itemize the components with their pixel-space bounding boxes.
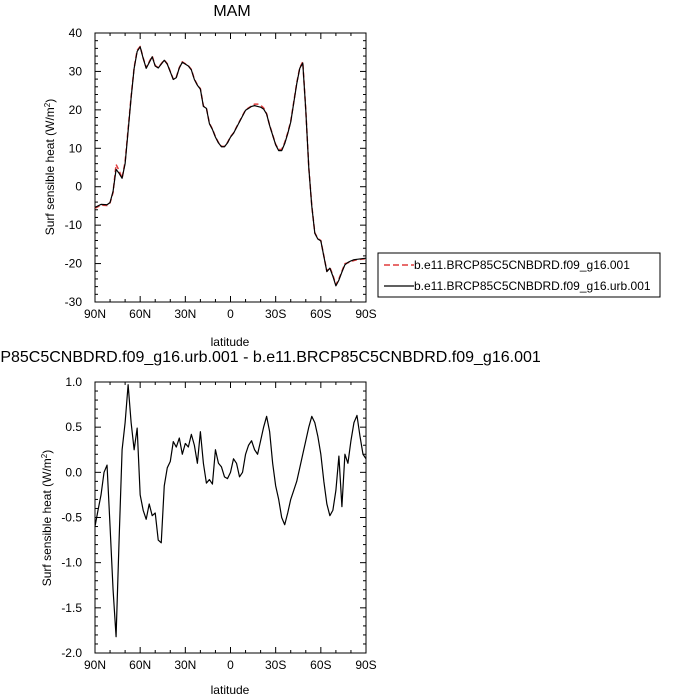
top-x-tick-label: 60N bbox=[129, 307, 151, 321]
top-y-tick-label: 10 bbox=[69, 141, 83, 155]
top-x-axis-label: latitude bbox=[211, 335, 250, 349]
bottom-plot-frame bbox=[94, 381, 367, 654]
bottom-y-tick-label: -1.5 bbox=[61, 601, 82, 615]
bottom-y-tick-label: 1.0 bbox=[65, 375, 82, 389]
top-x-tick-label: 0 bbox=[227, 307, 234, 321]
top-y-tick-label: 30 bbox=[69, 64, 83, 78]
bottom-x-tick-label: 90N bbox=[84, 658, 106, 672]
bottom-axis-ticks bbox=[94, 381, 367, 654]
bottom-y-axis-label-close: ) bbox=[40, 450, 54, 454]
bottom-y-tick-label: 0.0 bbox=[65, 465, 82, 479]
bottom-y-axis-label-main: Surf sensible heat (W/m bbox=[40, 458, 54, 586]
legend: b.e11.BRCP85C5CNBDRD.f09_g16.001 b.e11.B… bbox=[377, 252, 661, 298]
top-series-line-2 bbox=[94, 46, 367, 287]
top-y-tick-label: 40 bbox=[69, 26, 83, 40]
top-y-tick-label: -20 bbox=[65, 257, 83, 271]
bottom-x-tick-label: 60N bbox=[129, 658, 151, 672]
bottom-y-axis-label: Surf sensible heat (W/m2) bbox=[40, 450, 54, 587]
bottom-panel: b.e11.BRCP85C5CNBDRD.f09_g16.urb.001 - b… bbox=[0, 349, 541, 697]
bottom-chart-title: b.e11.BRCP85C5CNBDRD.f09_g16.urb.001 - b… bbox=[0, 349, 541, 366]
top-y-tick-labels: -30 -20 -10 0 10 20 30 40 bbox=[65, 26, 83, 309]
bottom-series-line-1 bbox=[94, 384, 367, 638]
bottom-y-tick-label: -0.5 bbox=[61, 511, 82, 525]
legend-label-series-2: b.e11.BRCP85C5CNBDRD.f09_g16.urb.001 bbox=[414, 279, 651, 293]
bottom-x-axis-label: latitude bbox=[211, 683, 250, 697]
top-y-axis-label-main: Surf sensible heat (W/m bbox=[43, 107, 57, 235]
bottom-y-tick-label: -1.0 bbox=[61, 556, 82, 570]
top-y-tick-label: 20 bbox=[69, 103, 83, 117]
bottom-series-lines bbox=[94, 384, 367, 638]
top-x-tick-label: 90S bbox=[355, 307, 376, 321]
top-y-axis-label-superscript: 2 bbox=[43, 102, 52, 107]
top-axis-ticks bbox=[94, 32, 367, 303]
legend-label-series-1: b.e11.BRCP85C5CNBDRD.f09_g16.001 bbox=[414, 258, 630, 272]
bottom-x-tick-label: 30S bbox=[265, 658, 286, 672]
legend-box bbox=[377, 252, 661, 298]
bottom-x-tick-label: 30N bbox=[174, 658, 196, 672]
bottom-x-tick-label: 90S bbox=[355, 658, 376, 672]
top-x-tick-label: 30S bbox=[265, 307, 286, 321]
top-y-axis-label: Surf sensible heat (W/m2) bbox=[43, 99, 57, 236]
top-chart-title: MAM bbox=[213, 3, 250, 20]
top-panel: MAM 90N 60N 30N 0 30S 60S 90S -30 -20 -1… bbox=[43, 3, 661, 349]
top-x-tick-label: 30N bbox=[174, 307, 196, 321]
bottom-y-tick-label: 0.5 bbox=[65, 420, 82, 434]
top-series-line-1 bbox=[94, 45, 366, 286]
bottom-y-tick-labels: -2.0 -1.5 -1.0 -0.5 0.0 0.5 1.0 bbox=[61, 375, 82, 660]
bottom-x-tick-labels: 90N 60N 30N 0 30S 60S 90S bbox=[84, 658, 377, 672]
top-y-tick-label: 0 bbox=[75, 180, 82, 194]
bottom-x-tick-label: 60S bbox=[310, 658, 331, 672]
top-x-tick-labels: 90N 60N 30N 0 30S 60S 90S bbox=[84, 307, 377, 321]
top-y-tick-label: -30 bbox=[65, 295, 83, 309]
top-x-tick-label: 90N bbox=[84, 307, 106, 321]
bottom-y-axis-label-superscript: 2 bbox=[40, 453, 49, 458]
top-x-tick-label: 60S bbox=[310, 307, 331, 321]
top-y-axis-label-close: ) bbox=[43, 99, 57, 103]
top-y-tick-label: -10 bbox=[65, 218, 83, 232]
bottom-x-tick-label: 0 bbox=[227, 658, 234, 672]
top-series-lines bbox=[94, 45, 367, 287]
bottom-y-tick-label: -2.0 bbox=[61, 646, 82, 660]
